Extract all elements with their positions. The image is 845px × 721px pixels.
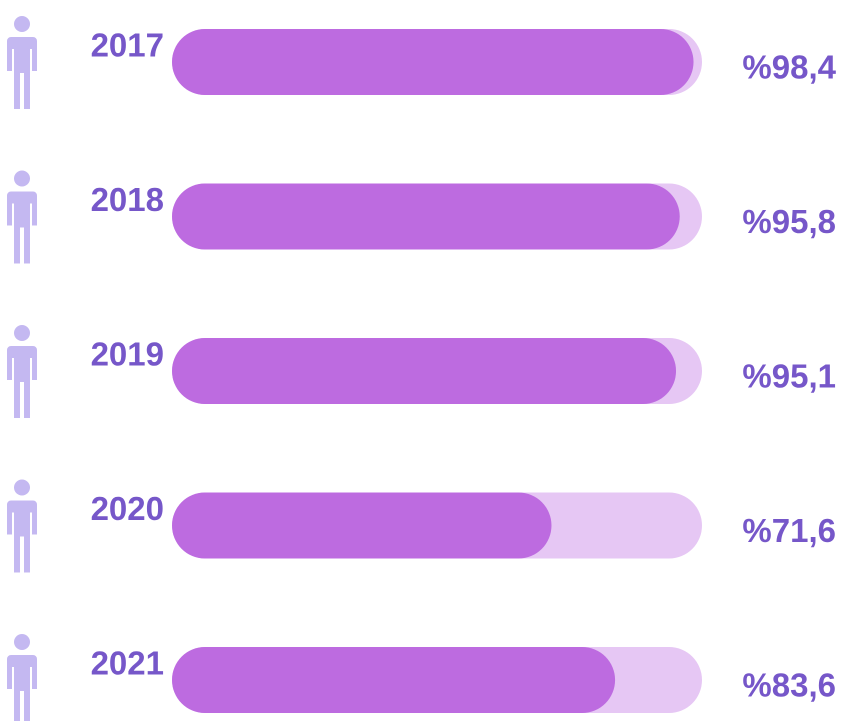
- person-icon: [7, 634, 37, 721]
- bar: [172, 647, 616, 713]
- icon-body: [7, 655, 37, 721]
- value-label: %98,4: [742, 49, 836, 86]
- person-icon: [7, 16, 37, 109]
- value-label: %95,1: [742, 358, 836, 395]
- value-label: %95,8: [742, 203, 836, 240]
- bar: [172, 492, 552, 559]
- category-label: 2020: [91, 490, 164, 527]
- icon-head: [14, 634, 30, 650]
- icon-head: [14, 479, 30, 496]
- bar: [172, 29, 694, 95]
- person-icon: [7, 170, 37, 264]
- bar: [172, 183, 680, 250]
- person-icon: [7, 325, 37, 418]
- category-label: 2021: [91, 645, 164, 682]
- icon-body: [7, 37, 37, 109]
- icon-body: [7, 346, 37, 418]
- bar: [172, 338, 677, 404]
- icon-head: [14, 16, 30, 32]
- icon-head: [14, 325, 30, 341]
- icon-body: [7, 500, 37, 573]
- category-label: 2017: [91, 27, 164, 64]
- value-label: %71,6: [742, 512, 836, 549]
- person-icon: [7, 479, 37, 573]
- icon-body: [7, 191, 37, 264]
- value-label: %83,6: [742, 667, 836, 704]
- icon-head: [14, 170, 30, 187]
- category-label: 2019: [91, 336, 164, 373]
- category-label: 2018: [91, 181, 164, 218]
